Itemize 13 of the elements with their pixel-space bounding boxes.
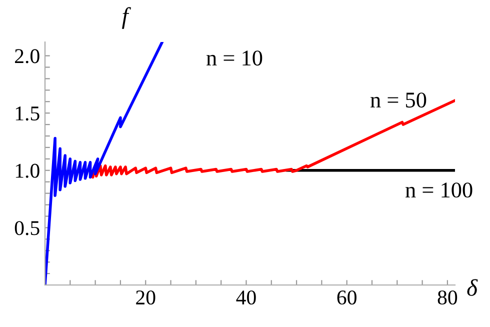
x-axis-title: δ	[467, 279, 478, 296]
y-axis-title: f	[122, 7, 131, 29]
annotation: n = 10	[206, 50, 262, 66]
y-tick-label: 1.5	[16, 106, 40, 121]
annotation: n = 100	[406, 182, 472, 198]
y-tick-label: 0.5	[14, 221, 40, 236]
y-tick-label: 2.0	[15, 49, 40, 64]
annotation: n = 50	[370, 92, 426, 108]
x-tick-label: 60	[337, 290, 356, 305]
y-tick-label: 1.0	[16, 164, 40, 178]
x-tick-label: 40	[236, 290, 256, 305]
x-tick-label: 20	[136, 290, 156, 305]
x-tick-label: 80	[438, 290, 458, 305]
